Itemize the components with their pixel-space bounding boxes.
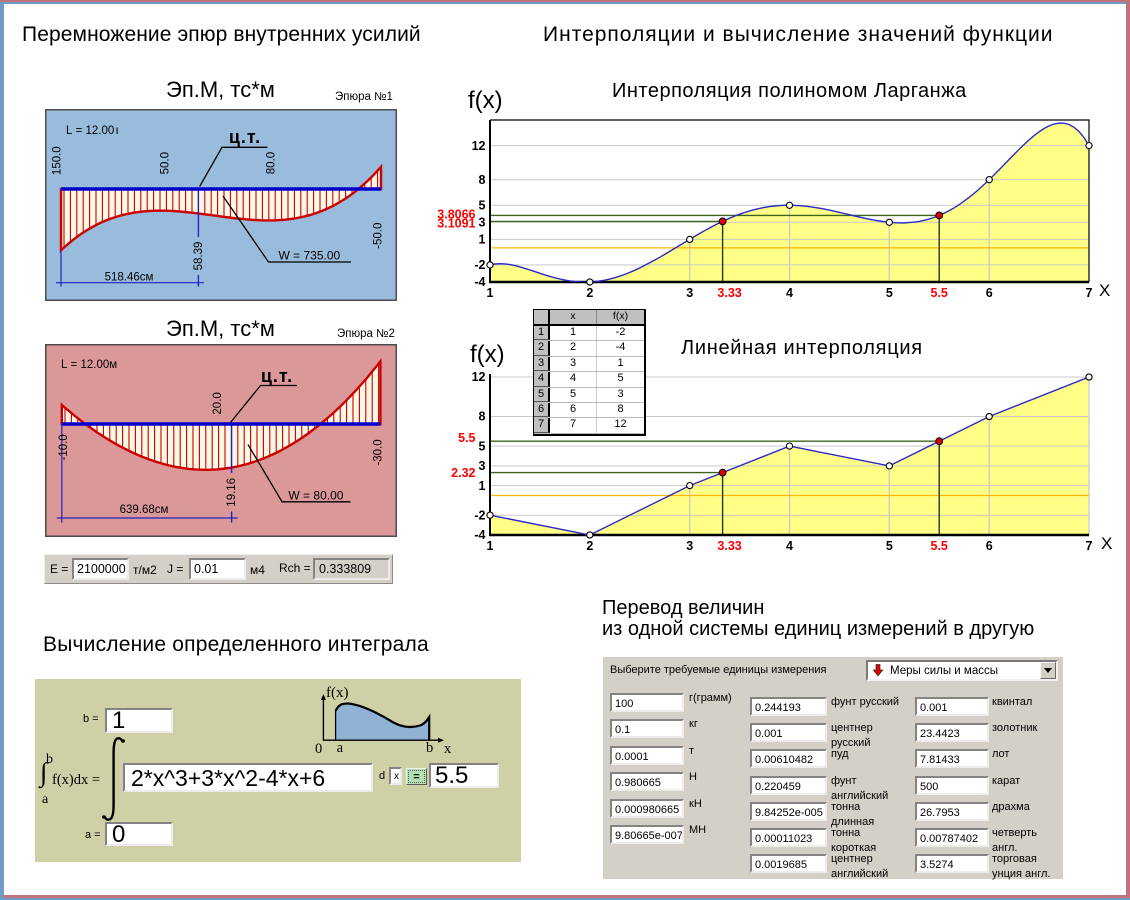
svg-text:5.5: 5.5 [458, 431, 475, 445]
svg-text:ı: ı [116, 125, 119, 137]
svg-text:f(x): f(x) [470, 341, 505, 368]
svg-text:-2: -2 [474, 508, 485, 522]
svg-text:W = 735.00: W = 735.00 [279, 249, 341, 263]
svg-text:x: x [444, 741, 452, 757]
svg-text:3.1091: 3.1091 [437, 217, 475, 231]
svg-text:150.0: 150.0 [52, 146, 64, 175]
svg-text:3: 3 [686, 539, 693, 553]
svg-text:X: X [1101, 534, 1112, 553]
svg-text:2: 2 [586, 286, 593, 300]
svg-text:3.33: 3.33 [717, 286, 741, 300]
svg-text:2.32: 2.32 [451, 466, 475, 480]
svg-text:58.39: 58.39 [193, 242, 205, 271]
svg-text:-4: -4 [474, 528, 485, 542]
svg-text:6: 6 [986, 286, 993, 300]
svg-text:W = 80.00: W = 80.00 [288, 488, 343, 502]
svg-text:3.8066: 3.8066 [437, 207, 475, 221]
svg-text:5: 5 [886, 539, 893, 553]
svg-text:3: 3 [686, 286, 693, 300]
svg-text:5.5: 5.5 [931, 286, 948, 300]
svg-text:7: 7 [1086, 539, 1093, 553]
svg-text:4: 4 [786, 539, 793, 553]
svg-text:-10.0: -10.0 [58, 434, 70, 460]
svg-text:3: 3 [479, 459, 486, 473]
svg-text:639.68см: 639.68см [120, 504, 169, 516]
svg-text:518.46см: 518.46см [105, 272, 154, 284]
svg-text:ц.т.: ц.т. [261, 366, 293, 386]
svg-text:f(x): f(x) [468, 87, 503, 114]
svg-text:5.5: 5.5 [931, 539, 948, 553]
svg-text:-2: -2 [474, 258, 485, 272]
svg-text:L = 12.00м: L = 12.00м [61, 359, 117, 371]
svg-text:1: 1 [479, 233, 486, 247]
svg-text:3: 3 [479, 216, 486, 230]
svg-text:f(x): f(x) [326, 685, 349, 701]
svg-text:a: a [337, 740, 344, 756]
svg-text:80.0: 80.0 [266, 152, 278, 174]
svg-text:b: b [426, 740, 433, 756]
svg-text:50.0: 50.0 [160, 152, 172, 174]
svg-text:8: 8 [479, 173, 486, 187]
svg-text:6: 6 [986, 539, 993, 553]
svg-text:12: 12 [472, 370, 486, 384]
svg-text:20.0: 20.0 [212, 392, 224, 414]
svg-text:-50.0: -50.0 [373, 223, 385, 249]
svg-text:1: 1 [487, 286, 494, 300]
svg-text:5: 5 [886, 286, 893, 300]
svg-text:-30.0: -30.0 [373, 439, 385, 465]
svg-text:L = 12.00: L = 12.00 [66, 125, 114, 137]
svg-text:3.33: 3.33 [717, 539, 741, 553]
svg-text:X: X [1099, 281, 1110, 300]
svg-text:5: 5 [479, 199, 486, 213]
svg-text:8: 8 [479, 410, 486, 424]
svg-text:12: 12 [472, 139, 486, 153]
svg-text:5: 5 [479, 439, 486, 453]
svg-text:-4: -4 [474, 275, 485, 289]
svg-text:19.16: 19.16 [226, 478, 238, 507]
svg-text:0: 0 [315, 741, 322, 757]
svg-text:7: 7 [1086, 286, 1093, 300]
svg-text:1: 1 [479, 479, 486, 493]
svg-text:ц.т.: ц.т. [229, 127, 261, 147]
svg-text:2: 2 [586, 539, 593, 553]
svg-text:4: 4 [786, 286, 793, 300]
svg-text:1: 1 [487, 539, 494, 553]
